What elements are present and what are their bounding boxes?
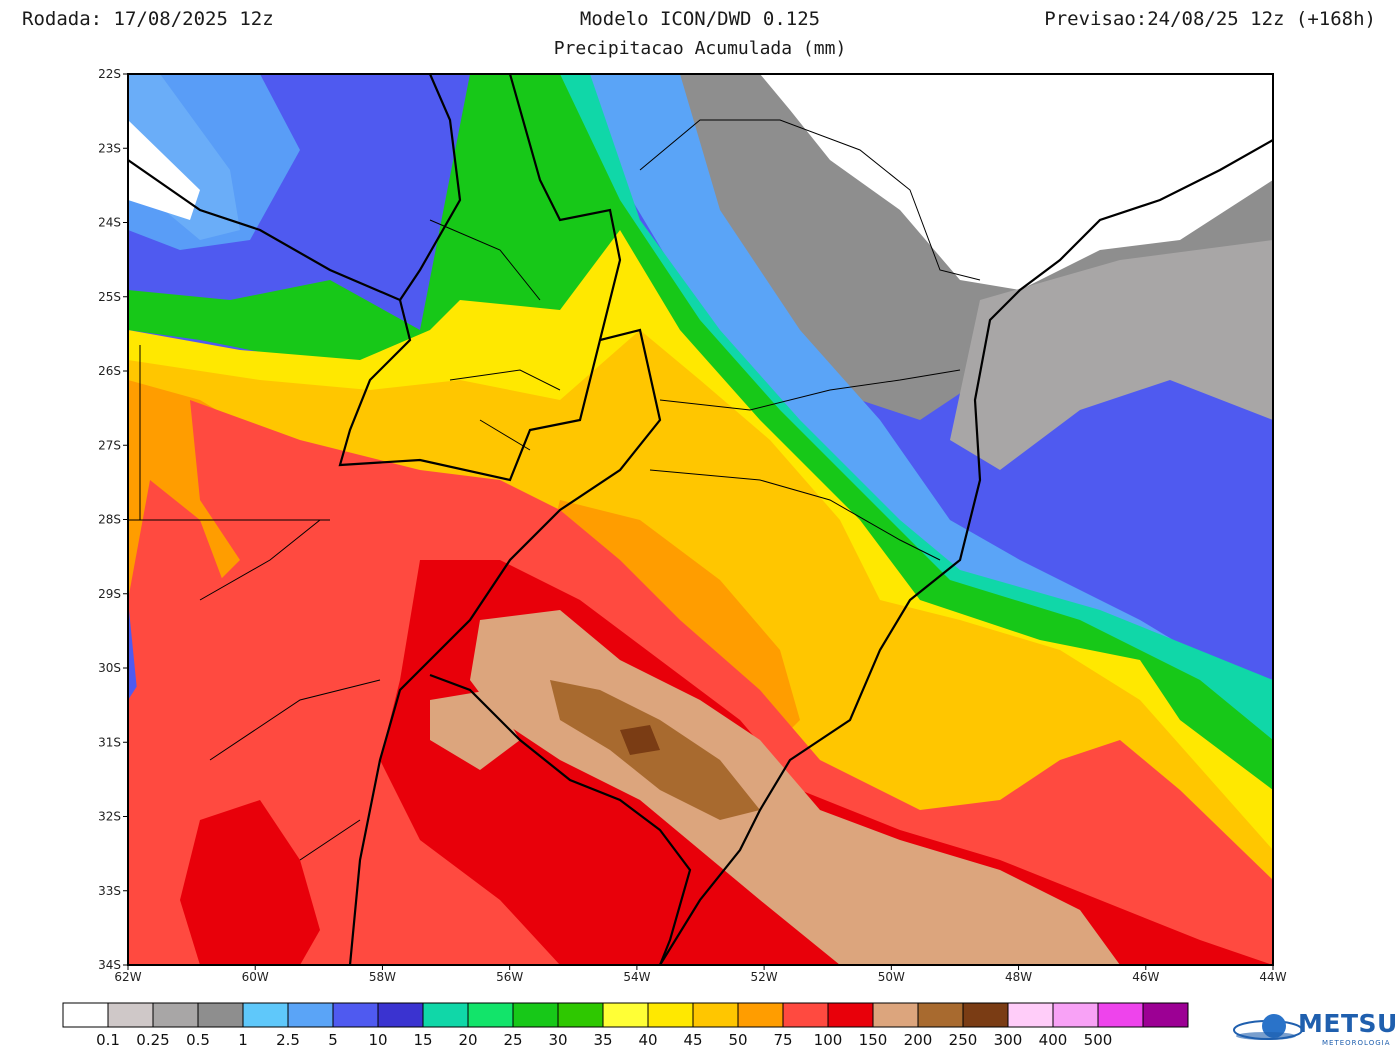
legend-label: 100 [814, 1031, 843, 1049]
legend-swatch [287, 1002, 334, 1028]
legend-labels: 0.1 0.25 0.5 1 2.5 5 10 15 20 25 30 35 40 45 50 75 100 15… [96, 1031, 1112, 1049]
legend-label: 45 [683, 1031, 702, 1049]
longitude-ticks: 62W 60W 58W 56W 54W 52W 50W 48W 46W 44W [114, 965, 1287, 984]
lon-tick-label: 52W [751, 970, 778, 984]
lat-tick-label: 30S [98, 661, 121, 675]
lon-tick-label: 60W [242, 970, 269, 984]
legend-label: 25 [503, 1031, 522, 1049]
legend-label: 50 [728, 1031, 747, 1049]
legend-swatch [557, 1002, 604, 1028]
legend-swatch [152, 1002, 199, 1028]
legend-swatch [962, 1002, 1009, 1028]
lat-tick-label: 28S [98, 513, 121, 527]
lat-tick-label: 22S [98, 67, 121, 81]
legend-label: 400 [1039, 1031, 1068, 1049]
legend-label: 500 [1084, 1031, 1113, 1049]
legend-label: 10 [368, 1031, 387, 1049]
legend-label: 2.5 [276, 1031, 300, 1049]
legend-swatch [917, 1002, 964, 1028]
legend-swatch [782, 1002, 829, 1028]
legend-label: 300 [994, 1031, 1023, 1049]
lon-tick-label: 48W [1005, 970, 1032, 984]
legend-swatch [1097, 1002, 1144, 1028]
legend-label: 150 [859, 1031, 888, 1049]
legend-swatch [197, 1002, 244, 1028]
legend-swatch [1142, 1002, 1189, 1028]
lon-tick-label: 50W [878, 970, 905, 984]
map-subtitle: Precipitacao Acumulada (mm) [553, 38, 847, 59]
legend-label: 5 [328, 1031, 338, 1049]
legend-swatch [422, 1002, 469, 1028]
lat-tick-label: 34S [98, 958, 121, 972]
legend-swatch [827, 1002, 874, 1028]
legend-label: 1 [238, 1031, 248, 1049]
lat-tick-label: 33S [98, 884, 121, 898]
legend-swatch [62, 1002, 109, 1028]
lat-tick-label: 31S [98, 735, 121, 749]
legend-swatch [377, 1002, 424, 1028]
run-time-label: Rodada: 17/08/2025 12z [22, 8, 274, 30]
lat-tick-label: 23S [98, 141, 121, 155]
logo-text: METSUL [1298, 1009, 1400, 1038]
legend-swatch [692, 1002, 739, 1028]
lon-tick-label: 56W [496, 970, 523, 984]
lon-tick-label: 58W [369, 970, 396, 984]
legend-swatch [332, 1002, 379, 1028]
legend-label: 250 [949, 1031, 978, 1049]
lat-tick-label: 25S [98, 290, 121, 304]
forecast-time-label: Previsao:24/08/25 12z (+168h) [1044, 8, 1376, 30]
lon-tick-label: 62W [114, 970, 141, 984]
legend-swatch [107, 1002, 154, 1028]
legend-label: 0.1 [96, 1031, 120, 1049]
legend-label: 30 [548, 1031, 567, 1049]
lat-tick-label: 32S [98, 810, 121, 824]
lat-tick-label: 29S [98, 587, 121, 601]
borders [128, 74, 1273, 965]
lat-tick-label: 24S [98, 216, 121, 230]
metsul-logo-icon [1233, 1014, 1303, 1040]
legend-label: 0.5 [186, 1031, 210, 1049]
latitude-ticks: 22S 23S 24S 25S 26S 27S 28S 29S 30S 31S 32S 33S 34S [98, 67, 128, 972]
legend-label: 200 [904, 1031, 933, 1049]
lon-tick-label: 44W [1259, 970, 1286, 984]
precipitation-field [128, 74, 1273, 965]
legend-swatch [512, 1002, 559, 1028]
legend-swatch [1052, 1002, 1099, 1028]
lon-tick-label: 54W [623, 970, 650, 984]
legend-swatch [467, 1002, 514, 1028]
legend-swatch [602, 1002, 649, 1028]
lat-tick-label: 26S [98, 364, 121, 378]
legend-label: 75 [773, 1031, 792, 1049]
lon-tick-label: 46W [1132, 970, 1159, 984]
legend-swatch [647, 1002, 694, 1028]
legend-label: 15 [413, 1031, 432, 1049]
legend-swatch [872, 1002, 919, 1028]
model-title: Modelo ICON/DWD 0.125 [579, 8, 821, 30]
color-legend [62, 1002, 1189, 1028]
legend-label: 20 [458, 1031, 477, 1049]
logo-subtext: METEOROLOGIA [1322, 1039, 1391, 1047]
legend-label: 40 [638, 1031, 657, 1049]
legend-label: 35 [593, 1031, 612, 1049]
legend-swatch [737, 1002, 784, 1028]
legend-swatch [242, 1002, 289, 1028]
lat-tick-label: 27S [98, 438, 121, 452]
legend-label: 0.25 [136, 1031, 169, 1049]
legend-swatch [1007, 1002, 1054, 1028]
